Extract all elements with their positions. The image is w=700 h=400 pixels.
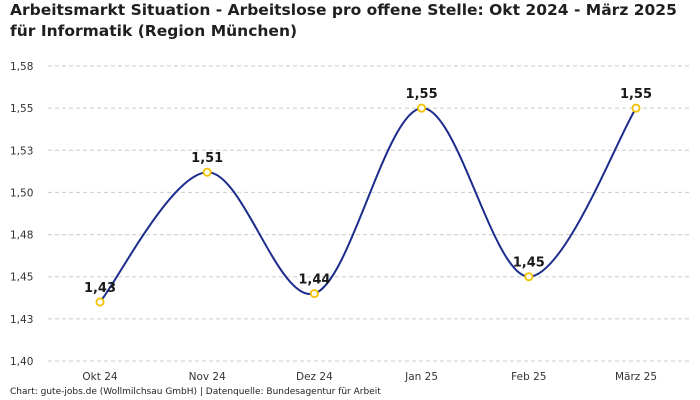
- y-tick-label: 1,58: [10, 61, 33, 73]
- x-tick-label: Jan 25: [404, 371, 438, 383]
- y-tick-label: 1,43: [10, 314, 33, 326]
- chart-title: Arbeitsmarkt Situation - Arbeitslose pro…: [10, 1, 677, 40]
- data-point: [417, 103, 427, 113]
- y-tick-label: 1,50: [10, 187, 33, 199]
- data-label-layer: 1,43 1,51 1,44 1,55 1,45 1,55: [84, 87, 652, 296]
- series-line: [99, 107, 637, 303]
- x-tick-label: Dez 24: [296, 371, 333, 383]
- data-point: [95, 297, 105, 307]
- y-axis-ticks: 1,40 1,43 1,45 1,48 1,50 1,53 1,55 1,58: [10, 61, 33, 368]
- data-label: 1,55: [620, 87, 652, 102]
- data-point: [202, 167, 212, 177]
- data-label: 1,55: [406, 87, 438, 102]
- y-tick-label: 1,45: [10, 272, 33, 284]
- data-label: 1,51: [191, 151, 223, 166]
- x-tick-label: März 25: [615, 371, 657, 383]
- x-tick-label: Okt 24: [82, 371, 117, 383]
- y-tick-label: 1,55: [10, 103, 33, 115]
- grid-layer: [48, 65, 690, 362]
- series-line-layer: [99, 107, 637, 303]
- data-label: 1,45: [513, 256, 545, 271]
- data-point: [309, 289, 319, 299]
- x-axis-ticks: Okt 24 Nov 24 Dez 24 Jan 25 Feb 25 März 25: [82, 371, 657, 383]
- y-tick-label: 1,40: [10, 356, 33, 368]
- data-point: [631, 103, 641, 113]
- y-tick-label: 1,48: [10, 230, 33, 242]
- data-point-layer: [95, 103, 641, 307]
- data-label: 1,43: [84, 281, 116, 296]
- x-tick-label: Feb 25: [511, 371, 546, 383]
- x-tick-label: Nov 24: [189, 371, 227, 383]
- y-tick-label: 1,53: [10, 145, 33, 157]
- source-note: Chart: gute-jobs.de (Wollmilchsau GmbH) …: [10, 387, 381, 397]
- data-point: [524, 272, 534, 282]
- data-label: 1,44: [298, 273, 330, 288]
